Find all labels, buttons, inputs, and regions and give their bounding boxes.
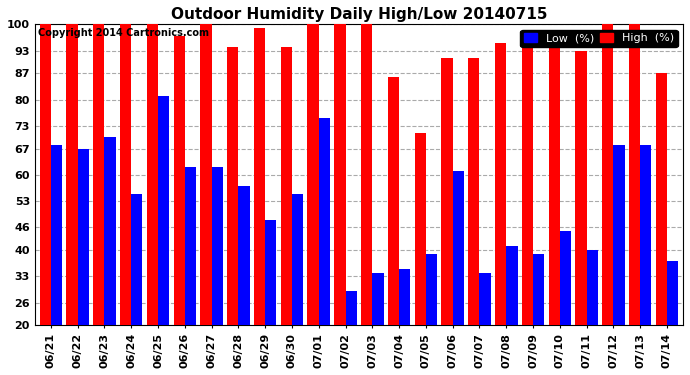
Bar (185, 167, 196, 325)
Bar (346, 291, 357, 325)
Bar (613, 145, 624, 325)
Bar (586, 250, 598, 325)
Bar (200, 24, 212, 325)
Bar (426, 254, 437, 325)
Bar (560, 231, 571, 325)
Bar (495, 43, 506, 325)
Bar (319, 118, 330, 325)
Bar (227, 47, 238, 325)
Bar (292, 194, 303, 325)
Bar (533, 254, 544, 325)
Bar (281, 47, 292, 325)
Bar (469, 58, 480, 325)
Bar (93, 24, 104, 325)
Bar (575, 51, 586, 325)
Bar (174, 36, 185, 325)
Bar (51, 145, 62, 325)
Bar (656, 74, 667, 325)
Bar (361, 24, 373, 325)
Bar (334, 24, 346, 325)
Legend: Low  (%), High  (%): Low (%), High (%) (520, 30, 678, 47)
Bar (120, 24, 131, 325)
Bar (238, 186, 250, 325)
Bar (453, 171, 464, 325)
Bar (104, 137, 116, 325)
Bar (147, 24, 158, 325)
Bar (480, 273, 491, 325)
Bar (549, 47, 560, 325)
Bar (265, 220, 277, 325)
Bar (308, 24, 319, 325)
Bar (254, 28, 265, 325)
Bar (415, 134, 426, 325)
Bar (442, 58, 453, 325)
Bar (640, 145, 651, 325)
Bar (78, 148, 89, 325)
Bar (388, 77, 399, 325)
Bar (506, 246, 518, 325)
Bar (522, 47, 533, 325)
Bar (158, 96, 169, 325)
Bar (602, 24, 613, 325)
Bar (212, 167, 223, 325)
Bar (629, 24, 640, 325)
Bar (667, 261, 678, 325)
Bar (66, 24, 78, 325)
Bar (373, 273, 384, 325)
Title: Outdoor Humidity Daily High/Low 20140715: Outdoor Humidity Daily High/Low 20140715 (170, 7, 547, 22)
Bar (131, 194, 143, 325)
Bar (399, 269, 411, 325)
Bar (39, 24, 51, 325)
Text: Copyright 2014 Cartronics.com: Copyright 2014 Cartronics.com (38, 27, 209, 38)
